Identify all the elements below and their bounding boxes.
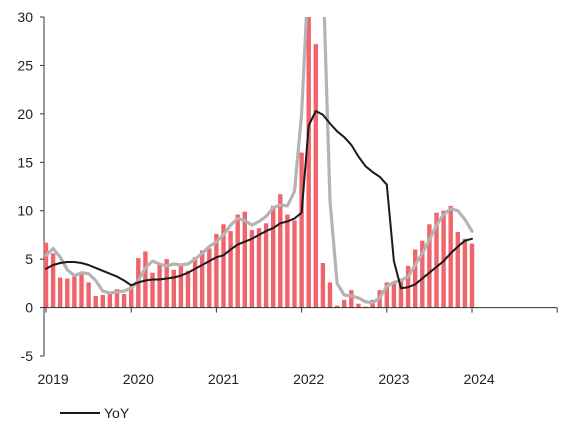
y-tick-label: 30 <box>17 9 33 25</box>
bar <box>235 214 240 308</box>
series-line-grey <box>44 17 474 305</box>
bar <box>327 282 333 308</box>
bars <box>43 17 475 308</box>
bar <box>107 292 113 308</box>
bar <box>79 273 84 308</box>
bar <box>121 294 127 308</box>
x-tick-label: 2020 <box>123 371 154 387</box>
bar <box>412 249 418 308</box>
y-tick-label: 15 <box>17 154 33 170</box>
bar <box>221 224 226 308</box>
bar <box>391 283 397 308</box>
y-tick-label: 10 <box>17 203 33 219</box>
bar <box>143 251 148 308</box>
bar <box>100 294 106 308</box>
series-line-yoy <box>45 110 473 290</box>
bar <box>72 276 77 308</box>
x-tick-label: 2023 <box>378 371 409 387</box>
bar <box>356 303 361 308</box>
y-tick-label: 5 <box>25 251 33 267</box>
bar <box>469 243 475 308</box>
bar <box>228 231 233 308</box>
x-tick-label: 2021 <box>208 371 239 387</box>
bar <box>150 272 155 308</box>
y-tick-label: -5 <box>21 348 34 364</box>
bar <box>434 212 439 308</box>
y-tick-label: 25 <box>17 57 33 73</box>
bar <box>199 250 205 308</box>
bar <box>398 278 404 308</box>
bar <box>299 152 304 308</box>
x-ticks <box>45 307 558 313</box>
x-tick-label: 2019 <box>38 371 69 387</box>
x-tick-labels: 2019 2020 2021 2022 2023 2024 <box>38 371 495 387</box>
bar <box>192 257 198 308</box>
bar <box>207 248 212 308</box>
bar <box>43 242 49 308</box>
bar <box>114 289 120 308</box>
bar <box>270 205 276 308</box>
bar <box>263 223 269 308</box>
bar <box>214 233 219 308</box>
x-tick-label: 2022 <box>293 371 324 387</box>
legend: YoY <box>60 405 130 421</box>
bar <box>462 238 468 308</box>
bar <box>341 299 347 308</box>
bar <box>178 263 184 308</box>
bar <box>306 17 311 308</box>
bar <box>164 259 169 308</box>
bar <box>185 270 191 308</box>
bar <box>93 295 98 308</box>
bar <box>384 282 390 308</box>
bar <box>285 214 290 308</box>
bar <box>334 305 340 308</box>
bar <box>50 253 56 308</box>
y-tick-labels: -5 0 5 10 15 20 25 30 <box>17 9 33 364</box>
bar <box>249 230 255 308</box>
legend-label-yoy: YoY <box>104 405 130 421</box>
y-tick-label: 20 <box>17 106 33 122</box>
bar <box>455 232 461 308</box>
x-tick-label: 2024 <box>464 371 495 387</box>
bar <box>441 210 446 308</box>
bar <box>320 263 326 308</box>
bar <box>313 44 319 308</box>
bar <box>278 194 283 308</box>
bar <box>157 264 162 308</box>
y-tick-label: 0 <box>25 300 33 316</box>
bar <box>448 205 453 308</box>
bar <box>128 286 134 308</box>
bar <box>242 211 248 308</box>
bar <box>256 228 262 308</box>
bar <box>292 220 297 308</box>
bar <box>65 278 70 308</box>
bar <box>427 224 432 308</box>
bar <box>86 282 91 308</box>
bar <box>420 240 425 308</box>
lines <box>44 17 474 305</box>
bar <box>57 277 63 308</box>
bar <box>171 269 177 308</box>
y-ticks <box>40 16 44 357</box>
bar <box>349 290 354 308</box>
